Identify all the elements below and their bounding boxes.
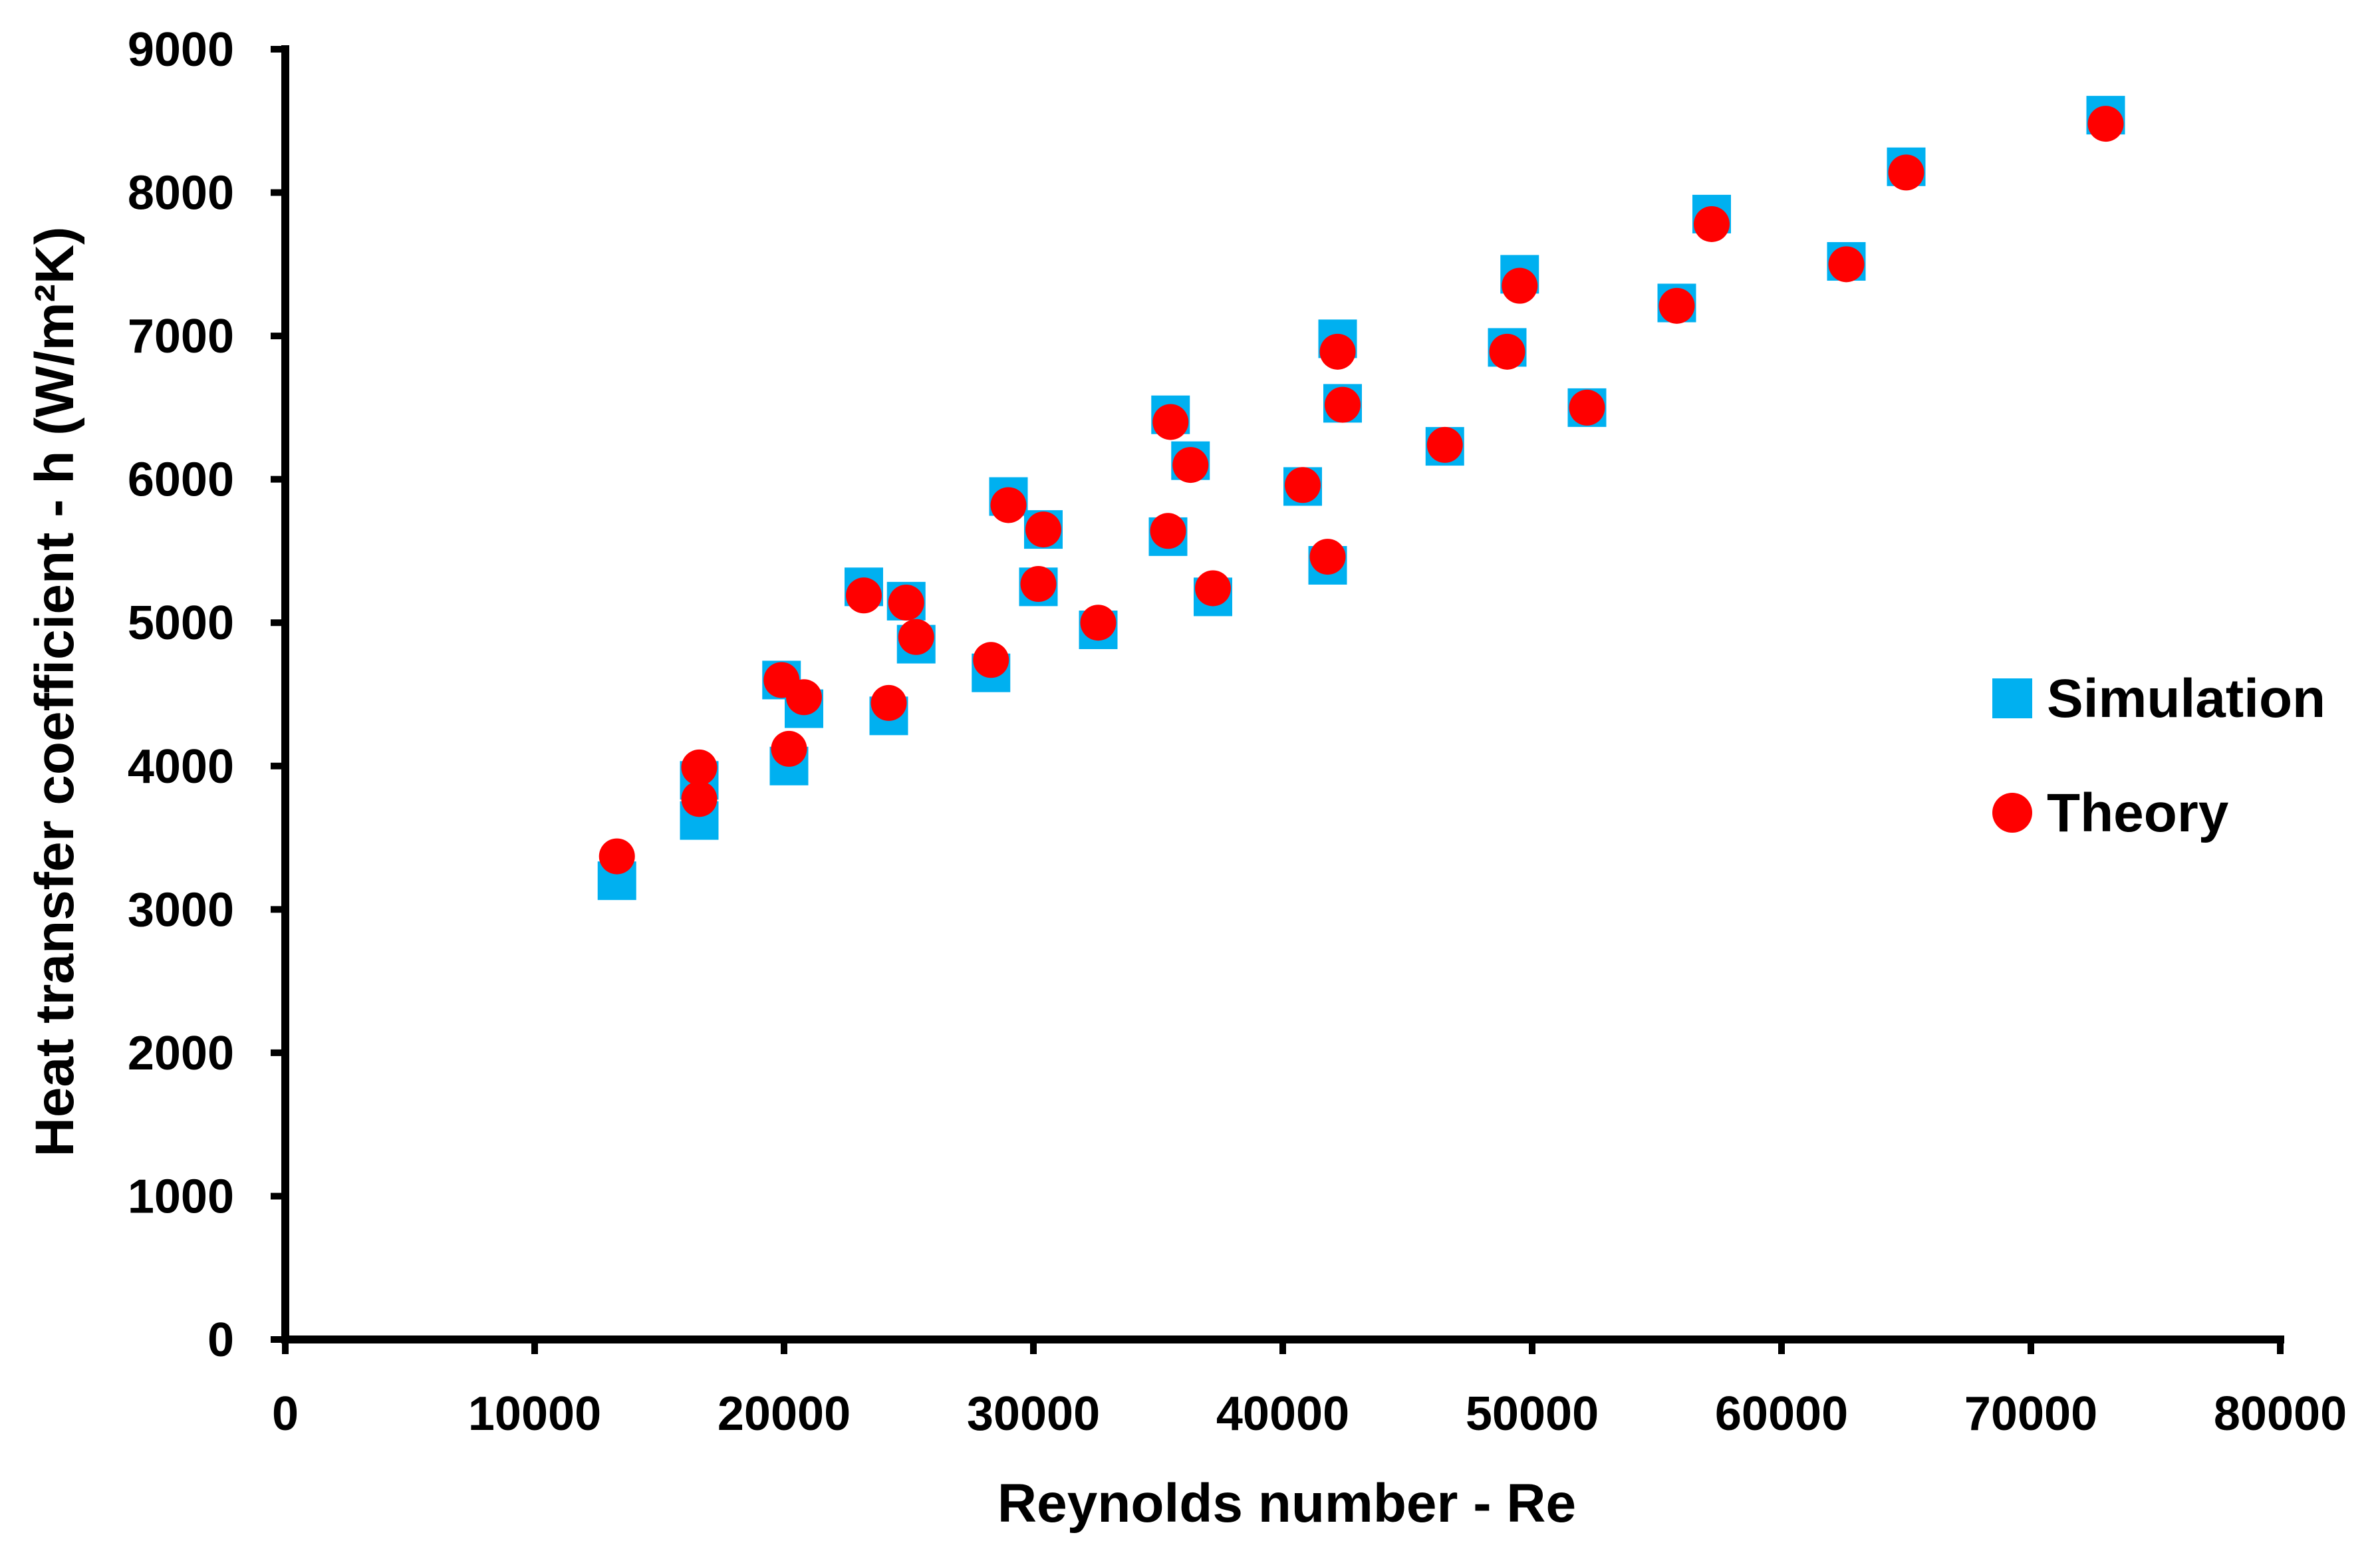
theory-point bbox=[1152, 404, 1189, 440]
theory-point bbox=[990, 487, 1027, 523]
theory-point bbox=[1426, 426, 1463, 463]
x-tick-label: 60000 bbox=[1715, 1387, 1848, 1441]
x-tick-label: 70000 bbox=[1964, 1387, 2097, 1441]
theory-point bbox=[898, 619, 934, 655]
y-tick-label: 6000 bbox=[128, 454, 234, 507]
x-tick-label: 40000 bbox=[1216, 1387, 1349, 1441]
series-theory bbox=[598, 106, 2124, 875]
y-tick-label: 4000 bbox=[128, 740, 234, 793]
theory-point bbox=[1309, 539, 1346, 575]
x-tick-label: 30000 bbox=[967, 1387, 1100, 1441]
legend-label-theory: Theory bbox=[2047, 783, 2229, 843]
y-tick-label: 0 bbox=[207, 1314, 234, 1367]
y-tick-label: 2000 bbox=[128, 1027, 234, 1080]
theory-point bbox=[1080, 605, 1117, 641]
theory-point bbox=[786, 679, 822, 716]
series-simulation bbox=[597, 96, 2125, 901]
y-tick-label: 1000 bbox=[128, 1170, 234, 1223]
legend: Simulation Theory bbox=[1992, 668, 2325, 843]
theory-point bbox=[1195, 570, 1231, 607]
theory-point bbox=[1694, 206, 1730, 242]
theory-point bbox=[888, 585, 924, 621]
y-tick-label: 7000 bbox=[128, 310, 234, 363]
theory-point bbox=[1888, 154, 1924, 191]
legend-marker-simulation bbox=[1992, 678, 2032, 718]
theory-point bbox=[681, 749, 718, 785]
theory-point bbox=[973, 642, 1009, 678]
x-tick-label: 0 bbox=[272, 1387, 299, 1441]
legend-marker-theory bbox=[1992, 793, 2032, 833]
theory-point bbox=[1172, 447, 1209, 484]
theory-point bbox=[1325, 386, 1361, 423]
y-tick-label: 9000 bbox=[128, 23, 234, 76]
axes bbox=[281, 45, 2284, 1343]
theory-point bbox=[846, 577, 882, 614]
y-ticks: 0 1000 2000 3000 4000 5000 6000 7000 8000 9000 bbox=[128, 23, 289, 1367]
legend-label-simulation: Simulation bbox=[2047, 668, 2325, 729]
theory-point bbox=[598, 838, 635, 875]
theory-point bbox=[681, 781, 718, 817]
theory-point bbox=[1285, 467, 1321, 503]
x-tick-label: 80000 bbox=[2214, 1387, 2347, 1441]
theory-point bbox=[1150, 513, 1186, 549]
x-tick-label: 20000 bbox=[718, 1387, 851, 1441]
x-ticks: 0 10000 20000 30000 40000 50000 60000 70000 8000… bbox=[272, 1336, 2347, 1441]
theory-point bbox=[1319, 333, 1356, 370]
theory-point bbox=[1828, 246, 1865, 283]
x-tick-label: 50000 bbox=[1466, 1387, 1599, 1441]
theory-point bbox=[1658, 287, 1695, 324]
theory-point bbox=[870, 684, 907, 721]
theory-point bbox=[771, 730, 807, 767]
theory-point bbox=[1025, 511, 1061, 548]
x-tick-label: 10000 bbox=[468, 1387, 601, 1441]
y-tick-label: 5000 bbox=[128, 597, 234, 650]
theory-point bbox=[1020, 566, 1057, 603]
y-axis-label: Heat transfer coefficient - h (W/m²K) bbox=[25, 227, 85, 1157]
y-tick-label: 8000 bbox=[128, 167, 234, 220]
theory-point bbox=[1502, 267, 1538, 304]
theory-point bbox=[1489, 333, 1525, 370]
theory-point bbox=[2087, 106, 2124, 142]
y-tick-label: 3000 bbox=[128, 883, 234, 936]
x-axis-label: Reynolds number - Re bbox=[997, 1473, 1576, 1534]
theory-point bbox=[1569, 389, 1605, 426]
